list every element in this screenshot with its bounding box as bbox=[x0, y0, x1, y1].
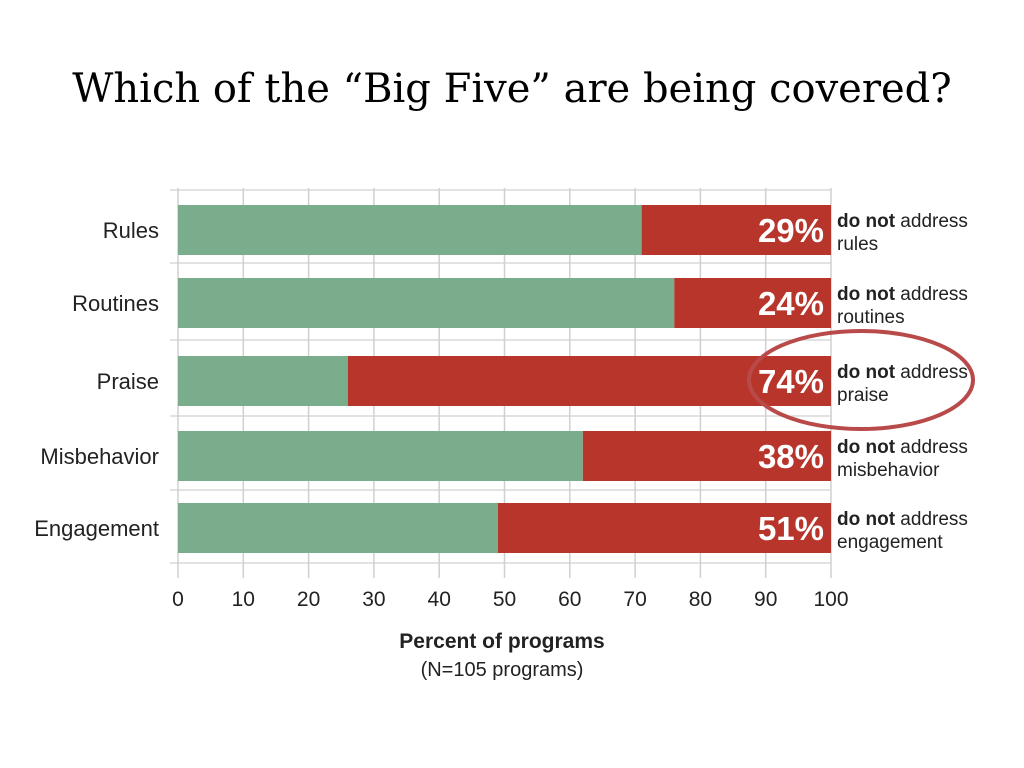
x-tick-label: 40 bbox=[428, 588, 451, 611]
annotation-line1: do not address bbox=[837, 509, 968, 530]
bar-segment-addressed bbox=[178, 503, 498, 553]
annotation-line2: engagement bbox=[837, 532, 943, 553]
annotation-line2: routines bbox=[837, 307, 905, 328]
slide-title: Which of the “Big Five” are being covere… bbox=[72, 66, 952, 112]
annotation-line1: do not address bbox=[837, 362, 968, 383]
bar-segment-addressed bbox=[178, 278, 675, 328]
category-label: Engagement bbox=[34, 516, 159, 541]
x-tick-label: 20 bbox=[297, 588, 320, 611]
highlight-circle bbox=[747, 329, 975, 431]
category-label: Praise bbox=[97, 369, 159, 394]
x-tick-label: 80 bbox=[689, 588, 712, 611]
x-axis-label: Percent of programs bbox=[399, 630, 604, 653]
bars bbox=[178, 205, 831, 553]
data-label: 29% bbox=[758, 212, 824, 249]
x-tick-label: 30 bbox=[362, 588, 385, 611]
bar-segment-not-addressed bbox=[582, 431, 831, 481]
x-tick-label: 0 bbox=[172, 588, 184, 611]
data-label: 74% bbox=[758, 363, 824, 400]
data-label: 24% bbox=[758, 285, 824, 322]
data-label: 51% bbox=[758, 510, 824, 547]
annotation-line2: rules bbox=[837, 234, 878, 255]
bar-segment-addressed bbox=[178, 356, 348, 406]
bar-segment-not-addressed bbox=[674, 278, 831, 328]
x-tick-label: 60 bbox=[558, 588, 581, 611]
bar-segment-not-addressed bbox=[641, 205, 831, 255]
category-label: Misbehavior bbox=[40, 444, 159, 469]
annotation-line1: do not address bbox=[837, 284, 968, 305]
bar-segment-not-addressed bbox=[497, 503, 831, 553]
x-tick-label: 70 bbox=[623, 588, 646, 611]
bar-segment-addressed bbox=[178, 431, 583, 481]
x-tick-label: 90 bbox=[754, 588, 777, 611]
x-tick-label: 50 bbox=[493, 588, 516, 611]
annotation-line2: praise bbox=[837, 385, 889, 406]
annotation-line2: misbehavior bbox=[837, 460, 940, 481]
x-tick-label: 10 bbox=[232, 588, 255, 611]
x-tick-label: 100 bbox=[813, 588, 848, 611]
annotation-line1: do not address bbox=[837, 211, 968, 232]
bar-segment-addressed bbox=[178, 205, 642, 255]
category-label: Rules bbox=[103, 218, 159, 243]
x-axis-sublabel: (N=105 programs) bbox=[421, 659, 584, 681]
data-label: 38% bbox=[758, 438, 824, 475]
labels: 0 10 20 30 40 50 60 70 80 90 100 Rules 29% do not add… bbox=[34, 211, 975, 611]
category-label: Routines bbox=[72, 291, 159, 316]
annotation-line1: do not address bbox=[837, 437, 968, 458]
